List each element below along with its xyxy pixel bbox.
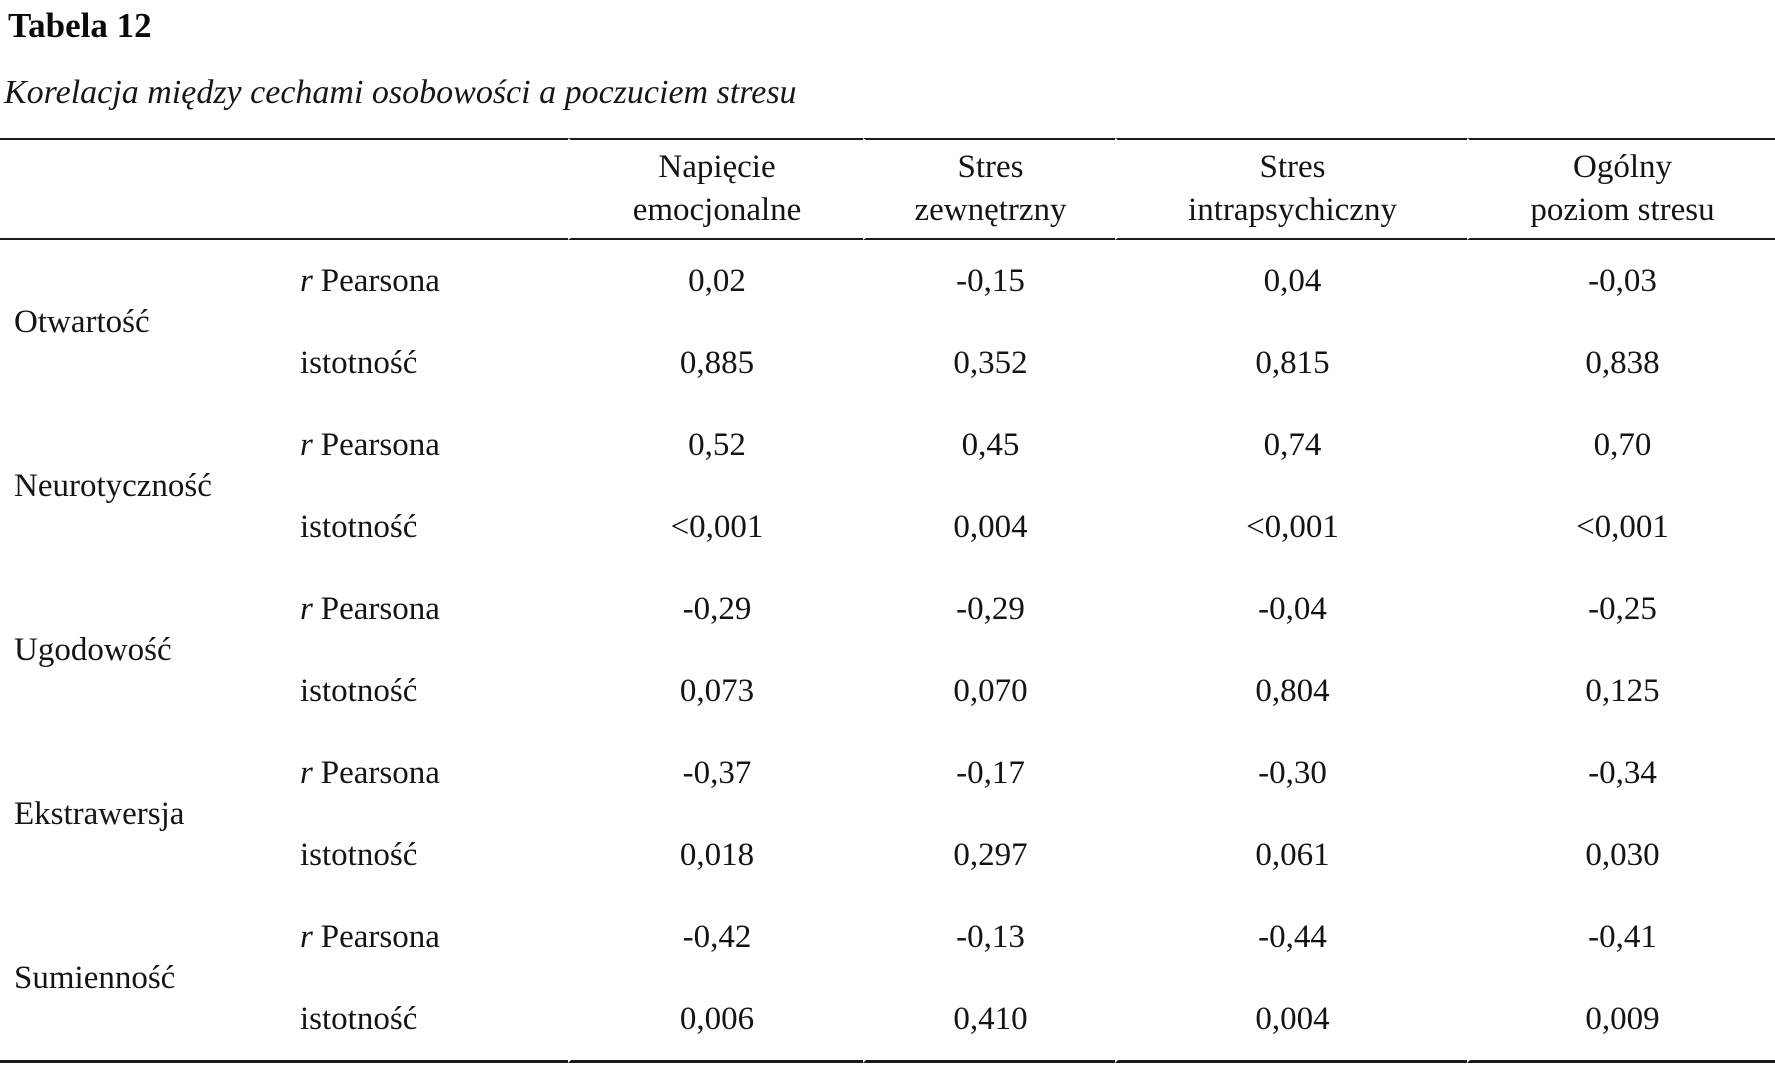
column-header-line: emocjonalne	[632, 192, 802, 229]
r-word: Pearsona	[320, 590, 440, 627]
sig-value: 0,838	[1467, 322, 1775, 405]
r-value: -0,29	[568, 568, 863, 651]
column-header-line: Stres	[1259, 149, 1326, 186]
measure-label-r: r Pearsona	[286, 568, 568, 650]
sig-value: <0,001	[1467, 486, 1775, 569]
r-symbol: r	[300, 262, 313, 299]
r-symbol: r	[300, 754, 313, 791]
r-value: -0,29	[863, 568, 1115, 651]
sig-value: 0,004	[1115, 978, 1467, 1064]
table-row-ekstrawersja-sig: istotność 0,018 0,297 0,061 0,030	[0, 814, 1775, 897]
r-value: 0,02	[568, 240, 863, 323]
r-word: Pearsona	[320, 426, 440, 463]
table-row-otwartosc-sig: istotność 0,885 0,352 0,815 0,838	[0, 322, 1775, 405]
column-header-stres-intrapsychiczny: Stres intrapsychiczny	[1115, 138, 1467, 241]
sig-value: 0,070	[863, 650, 1115, 733]
sig-value: <0,001	[568, 486, 863, 569]
measure-label-significance: istotność	[300, 672, 418, 709]
r-value: -0,15	[863, 240, 1115, 323]
sig-value: 0,352	[863, 322, 1115, 405]
r-value: -0,30	[1115, 732, 1467, 815]
column-header-line: zewnętrzny	[914, 192, 1067, 229]
column-header-line: intrapsychiczny	[1188, 192, 1397, 229]
measure-label-significance: istotność	[300, 344, 418, 381]
sig-value: <0,001	[1115, 486, 1467, 569]
measure-label-r: r Pearsona	[286, 896, 568, 978]
table-row-sumiennosc-sig: istotność 0,006 0,410 0,004 0,009	[0, 978, 1775, 1064]
column-header-napiecie-emocjonalne: Napięcie emocjonalne	[568, 138, 863, 241]
column-header-line: Napięcie	[658, 149, 776, 186]
sig-value: 0,030	[1467, 814, 1775, 897]
measure-label-r: r Pearsona	[286, 404, 568, 486]
column-header-line: Ogólny	[1573, 149, 1672, 186]
header-trait-spacer	[0, 138, 286, 241]
header-measure-spacer	[286, 138, 568, 241]
r-symbol: r	[300, 590, 313, 627]
r-value: -0,34	[1467, 732, 1775, 815]
r-value: -0,25	[1467, 568, 1775, 651]
r-word: Pearsona	[320, 262, 440, 299]
table-number: Tabela 12	[8, 6, 152, 45]
r-word: Pearsona	[320, 918, 440, 955]
r-value: 0,04	[1115, 240, 1467, 323]
r-symbol: r	[300, 426, 313, 463]
header-row: Napięcie emocjonalne Stres zewnętrzny St…	[0, 138, 1775, 241]
r-value: 0,52	[568, 404, 863, 487]
r-value: -0,37	[568, 732, 863, 815]
r-symbol: r	[300, 918, 313, 955]
correlation-table: Napięcie emocjonalne Stres zewnętrzny St…	[0, 138, 1775, 1064]
trait-label: Neurotyczność	[14, 467, 212, 504]
measure-label-significance: istotność	[286, 978, 568, 1064]
sig-value: 0,061	[1115, 814, 1467, 897]
r-value: -0,41	[1467, 896, 1775, 979]
table-row-ugodowosc-sig: istotność 0,073 0,070 0,804 0,125	[0, 650, 1775, 733]
sig-value: 0,125	[1467, 650, 1775, 733]
r-value: 0,45	[863, 404, 1115, 487]
r-value: -0,04	[1115, 568, 1467, 651]
r-value: -0,03	[1467, 240, 1775, 323]
table-row-ugodowosc-r: Ugodowość r Pearsona -0,29 -0,29 -0,04 -0…	[0, 568, 1775, 668]
trait-label: Ugodowość	[14, 631, 172, 668]
measure-label-significance: istotność	[300, 836, 418, 873]
sig-value: 0,004	[863, 486, 1115, 569]
column-header-ogolny-poziom-stresu: Ogólny poziom stresu	[1467, 138, 1775, 241]
r-value: -0,42	[568, 896, 863, 979]
measure-label-r: r Pearsona	[286, 732, 568, 814]
column-header-line: poziom stresu	[1530, 192, 1715, 229]
r-value: 0,74	[1115, 404, 1467, 487]
sig-value: 0,006	[568, 978, 863, 1064]
sig-value: 0,018	[568, 814, 863, 897]
column-header-stres-zewnetrzny: Stres zewnętrzny	[863, 138, 1115, 241]
measure-label-r: r Pearsona	[286, 240, 568, 322]
trait-label: Ekstrawersja	[14, 795, 185, 832]
column-header-line: Stres	[957, 149, 1024, 186]
table-row-otwartosc-r: Otwartość r Pearsona 0,02 -0,15 0,04 -0,0…	[0, 240, 1775, 340]
table-row-neurotycznosc-sig: istotność <0,001 0,004 <0,001 <0,001	[0, 486, 1775, 569]
r-value: -0,13	[863, 896, 1115, 979]
trait-label: Otwartość	[14, 303, 150, 340]
trait-label: Sumienność	[0, 896, 286, 1064]
sig-value: 0,804	[1115, 650, 1467, 733]
table-row-sumiennosc-r: Sumienność r Pearsona -0,42 -0,13 -0,44 -…	[0, 896, 1775, 1064]
r-word: Pearsona	[320, 754, 440, 791]
table-row-neurotycznosc-r: Neurotyczność r Pearsona 0,52 0,45 0,74 0…	[0, 404, 1775, 504]
sig-value: 0,815	[1115, 322, 1467, 405]
r-value: -0,17	[863, 732, 1115, 815]
r-value: 0,70	[1467, 404, 1775, 487]
sig-value: 0,297	[863, 814, 1115, 897]
measure-label-significance: istotność	[300, 508, 418, 545]
table-row-ekstrawersja-r: Ekstrawersja r Pearsona -0,37 -0,17 -0,30…	[0, 732, 1775, 832]
table-caption: Korelacja między cechami osobowości a po…	[4, 74, 797, 112]
r-value: -0,44	[1115, 896, 1467, 979]
sig-value: 0,410	[863, 978, 1115, 1064]
sig-value: 0,009	[1467, 978, 1775, 1064]
sig-value: 0,073	[568, 650, 863, 733]
sig-value: 0,885	[568, 322, 863, 405]
